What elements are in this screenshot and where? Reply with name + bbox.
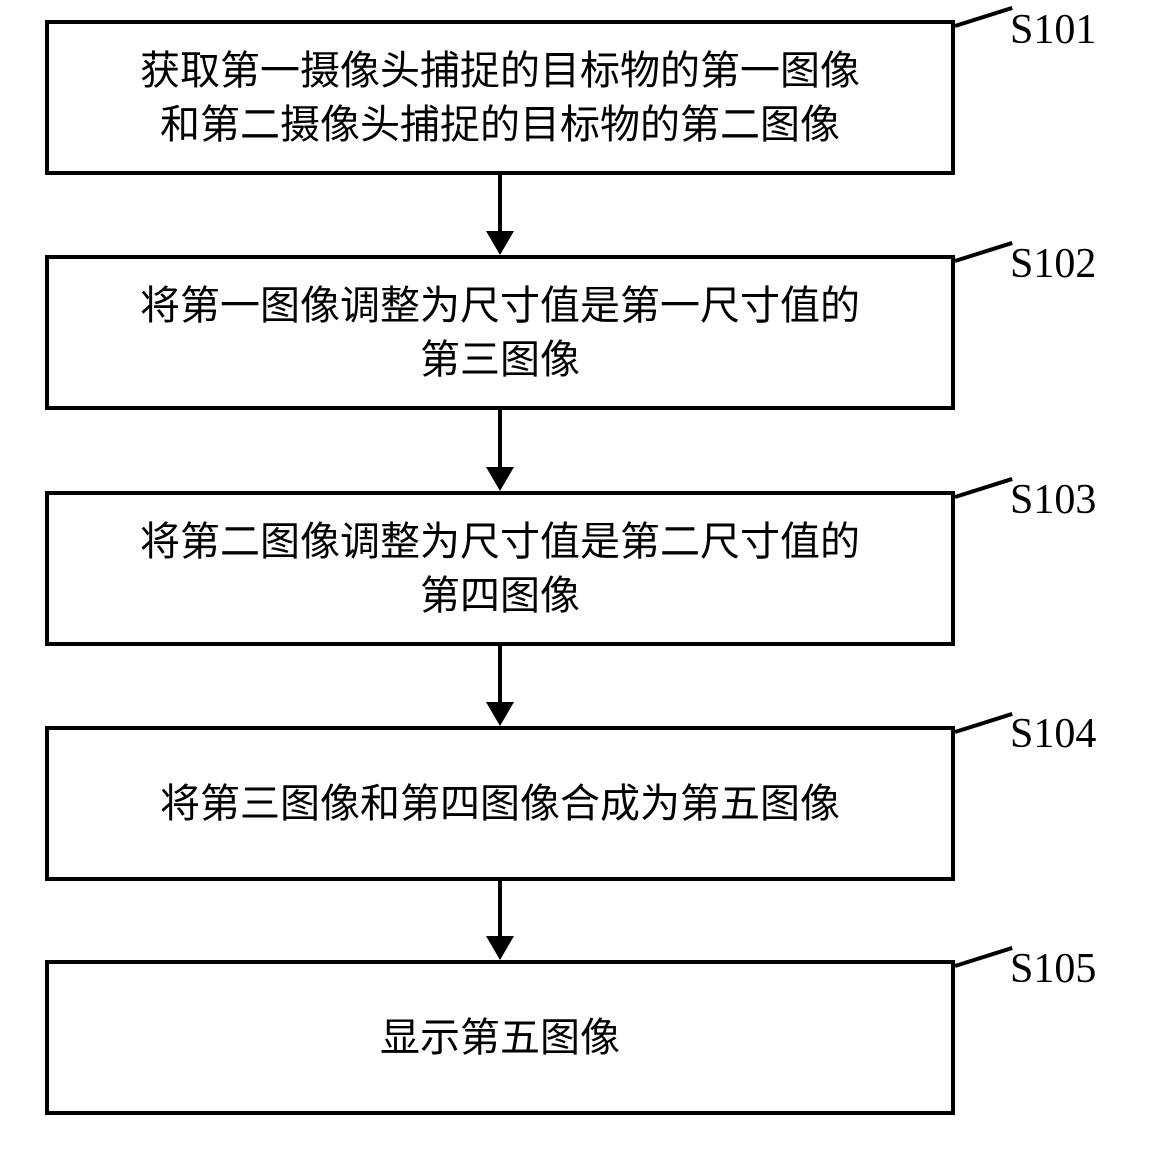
- flow-step-label: S103: [1010, 476, 1096, 524]
- flow-step-box: 将第三图像和第四图像合成为第五图像: [45, 726, 955, 881]
- flow-arrow-head-icon: [486, 936, 514, 960]
- flow-step-label: S102: [1010, 240, 1096, 288]
- flowchart-canvas: 获取第一摄像头捕捉的目标物的第一图像 和第二摄像头捕捉的目标物的第二图像 S101…: [0, 0, 1149, 1166]
- flow-arrow-head-icon: [486, 467, 514, 491]
- flow-step-box: 显示第五图像: [45, 960, 955, 1115]
- leader-line: [954, 241, 1012, 263]
- flow-step-label: S101: [1010, 6, 1096, 54]
- flow-step-box: 获取第一摄像头捕捉的目标物的第一图像 和第二摄像头捕捉的目标物的第二图像: [45, 20, 955, 175]
- flow-step-text: 显示第五图像: [380, 1011, 620, 1065]
- flow-step-text: 将第三图像和第四图像合成为第五图像: [160, 777, 840, 831]
- flow-arrow-line: [498, 646, 502, 704]
- flow-arrow-line: [498, 175, 502, 233]
- leader-line: [954, 6, 1012, 28]
- leader-line: [954, 477, 1012, 499]
- flow-step-text: 将第一图像调整为尺寸值是第一尺寸值的 第三图像: [140, 279, 860, 387]
- flow-step-text: 获取第一摄像头捕捉的目标物的第一图像 和第二摄像头捕捉的目标物的第二图像: [140, 44, 860, 152]
- flow-step-label: S104: [1010, 710, 1096, 758]
- flow-step-label: S105: [1010, 945, 1096, 993]
- leader-line: [954, 712, 1012, 734]
- flow-step-box: 将第二图像调整为尺寸值是第二尺寸值的 第四图像: [45, 491, 955, 646]
- flow-arrow-line: [498, 410, 502, 469]
- flow-arrow-line: [498, 881, 502, 938]
- flow-arrow-head-icon: [486, 231, 514, 255]
- flow-step-box: 将第一图像调整为尺寸值是第一尺寸值的 第三图像: [45, 255, 955, 410]
- leader-line: [954, 946, 1012, 968]
- flow-step-text: 将第二图像调整为尺寸值是第二尺寸值的 第四图像: [140, 515, 860, 623]
- flow-arrow-head-icon: [486, 702, 514, 726]
